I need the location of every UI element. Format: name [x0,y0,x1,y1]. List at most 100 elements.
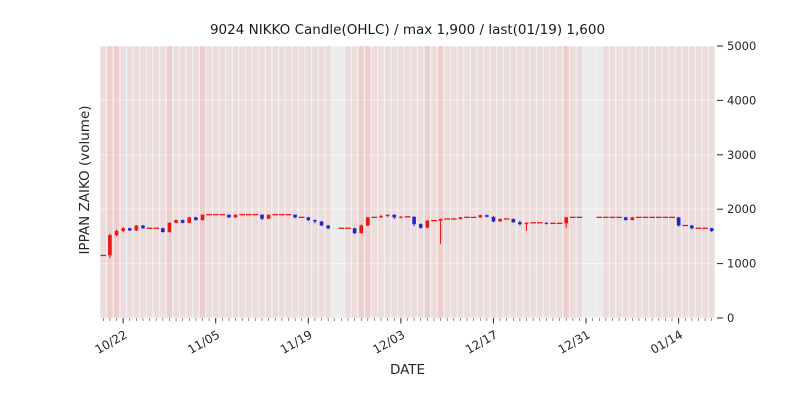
volume-band [702,46,708,318]
volume-band [676,46,682,318]
candle-body [379,216,383,218]
candle-body [630,217,635,221]
candle-body [438,218,443,221]
volume-band [523,46,530,318]
volume-band [629,46,635,318]
candle-body [385,214,390,216]
candle-body [108,235,112,256]
candle-body [485,215,489,217]
volume-band [464,46,470,318]
volume-band [517,46,523,318]
volume-band [490,46,497,318]
volume-band [140,46,146,318]
volume-band [299,46,305,318]
volume-band [153,46,159,318]
y-axis-label: IPPAN ZAIKO (volume) [77,105,93,255]
x-tick-label: 11/19 [278,327,315,356]
plot-area [100,46,715,318]
x-tick-label: 12/31 [556,327,593,356]
volume-band [609,46,616,318]
volume-band [656,46,662,318]
candle-body [187,217,192,223]
volume-band [689,46,695,318]
candle-body [326,225,330,229]
volume-band [642,46,649,318]
volume-band [623,46,629,318]
volume-band [166,46,173,318]
candle-body [293,214,297,218]
volume-band [325,46,331,318]
candle-body [418,224,423,228]
candle-body [114,230,119,236]
volume-band [173,46,179,318]
volume-band [709,46,715,318]
x-tick-label: 01/14 [648,327,685,356]
volume-band [127,46,133,318]
candle-body [319,221,324,226]
volume-band [576,46,583,318]
volume-band [180,46,186,318]
volume-band [285,46,292,318]
volume-band [669,46,675,318]
volume-band [616,46,622,318]
volume-band [213,46,219,318]
volume-band [292,46,298,318]
volume-band [504,46,510,318]
candle-body [412,216,416,225]
x-tick-label: 11/05 [185,327,222,356]
candle-body [141,225,145,229]
volume-band [530,46,536,318]
volume-band [636,46,642,318]
candle-body [544,222,549,224]
volume-band [398,46,404,318]
volume-band [133,46,139,318]
volume-band [305,46,311,318]
volume-band [437,46,444,318]
volume-band [431,46,437,318]
volume-band [371,46,378,318]
volume-band [550,46,556,318]
volume-band [391,46,397,318]
volume-band [404,46,411,318]
x-tick-label: 12/03 [370,327,407,356]
volume-band [345,46,351,318]
candle-body [266,214,271,219]
volume-band [226,46,232,318]
volume-band [378,46,384,318]
candle-body [227,214,231,218]
volume-band [662,46,669,318]
volume-band [219,46,225,318]
volume-band [206,46,212,318]
volume-band [457,46,464,318]
candle-body [200,214,205,221]
x-tick-label: 12/17 [463,327,500,356]
volume-band [146,46,153,318]
volume-band [563,46,569,318]
volume-band [484,46,490,318]
candle-body [676,217,681,226]
y-tick-label: 2000 [727,202,756,216]
volume-band [444,46,450,318]
candle-body [121,228,125,231]
candle-body [180,220,185,223]
volume-band [682,46,688,318]
y-tick-label: 3000 [727,148,756,162]
volume-band [471,46,477,318]
volume-band [186,46,192,318]
volume-band [199,46,206,318]
y-tick-label: 5000 [727,39,756,53]
candle-body [313,220,317,222]
candle-body [174,220,178,223]
volume-band [695,46,702,318]
y-tick-label: 0 [727,311,734,325]
volume-band [100,46,106,318]
candle-body [392,214,397,218]
candle-body [564,217,569,224]
candle-body [511,218,516,223]
volume-band [160,46,166,318]
volume-band [113,46,120,318]
candle-body [260,214,264,219]
candle-body [690,225,694,229]
